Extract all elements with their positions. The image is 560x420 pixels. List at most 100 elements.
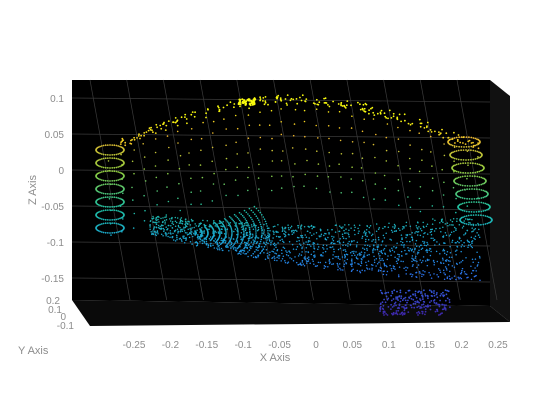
data-point — [225, 168, 227, 171]
data-point — [392, 226, 394, 228]
data-point — [242, 237, 245, 239]
data-point — [226, 228, 229, 230]
data-point — [117, 145, 120, 147]
data-point — [257, 209, 260, 212]
data-point — [370, 234, 373, 237]
data-point — [156, 190, 158, 192]
data-point — [423, 289, 425, 292]
data-point — [235, 249, 237, 251]
data-point — [412, 302, 415, 305]
data-point — [471, 240, 474, 242]
data-point — [443, 304, 446, 306]
data-point — [382, 270, 385, 273]
data-point — [247, 152, 249, 154]
data-point — [328, 260, 330, 262]
data-point — [401, 238, 403, 240]
data-point — [472, 261, 474, 263]
data-point — [231, 234, 233, 237]
data-point — [292, 98, 295, 101]
data-point — [468, 221, 470, 224]
data-point — [471, 242, 473, 244]
data-point — [299, 227, 302, 229]
data-point — [195, 241, 197, 243]
data-point — [474, 162, 477, 165]
data-point — [468, 139, 471, 142]
data-point — [401, 299, 404, 302]
data-point — [156, 231, 159, 233]
data-point — [115, 170, 118, 173]
data-point — [111, 180, 114, 182]
data-point — [310, 225, 312, 227]
data-point — [470, 158, 472, 161]
data-point — [417, 311, 420, 313]
data-point — [395, 296, 397, 299]
data-point — [311, 227, 313, 230]
data-point — [268, 238, 270, 240]
data-point — [331, 238, 334, 240]
data-point — [347, 232, 349, 234]
data-point — [397, 259, 399, 261]
data-point — [120, 217, 123, 219]
data-point — [450, 151, 453, 154]
data-point — [113, 196, 116, 199]
data-point — [369, 245, 371, 248]
data-point — [236, 216, 239, 219]
data-point — [444, 266, 447, 268]
data-point — [236, 166, 238, 169]
data-point — [227, 224, 230, 227]
data-point — [430, 230, 433, 233]
data-point — [407, 196, 409, 198]
data-point — [254, 238, 257, 240]
data-point — [329, 191, 331, 193]
data-point — [422, 274, 425, 276]
data-point — [396, 257, 398, 260]
data-point — [278, 257, 280, 259]
data-point — [480, 176, 483, 179]
data-point — [237, 252, 240, 255]
data-point — [393, 246, 395, 248]
data-point — [155, 176, 158, 179]
data-point — [464, 218, 467, 220]
data-point — [382, 308, 385, 311]
data-point — [271, 240, 273, 242]
data-point — [229, 221, 232, 224]
data-point — [203, 224, 206, 227]
data-point — [252, 243, 254, 246]
grid-line-z — [71, 277, 491, 283]
data-point — [117, 197, 120, 199]
data-point — [104, 179, 107, 182]
data-point — [99, 230, 101, 233]
data-point — [419, 186, 422, 188]
data-point — [201, 235, 204, 237]
data-point — [303, 242, 305, 244]
data-point — [353, 250, 355, 253]
data-point — [315, 187, 318, 190]
data-point — [167, 120, 170, 122]
grid-line-z — [71, 169, 491, 175]
data-point — [291, 233, 294, 236]
data-point — [104, 192, 107, 195]
data-point — [476, 157, 479, 160]
data-point — [257, 254, 260, 257]
data-point — [248, 235, 251, 238]
data-point — [378, 257, 381, 259]
data-point — [366, 267, 368, 269]
data-point — [449, 224, 451, 226]
data-point — [328, 231, 330, 234]
data-point — [442, 262, 445, 265]
data-point — [338, 163, 340, 165]
data-point — [393, 302, 396, 305]
data-point — [340, 104, 342, 107]
data-point — [401, 306, 403, 308]
data-point — [220, 239, 222, 242]
data-point — [391, 290, 393, 293]
data-point — [297, 263, 300, 266]
data-point — [351, 258, 353, 260]
data-point — [426, 121, 429, 124]
data-point — [453, 226, 456, 229]
data-point — [113, 179, 116, 182]
data-point — [113, 153, 116, 156]
data-point — [456, 240, 459, 243]
data-point — [419, 272, 421, 274]
data-point — [472, 171, 474, 174]
